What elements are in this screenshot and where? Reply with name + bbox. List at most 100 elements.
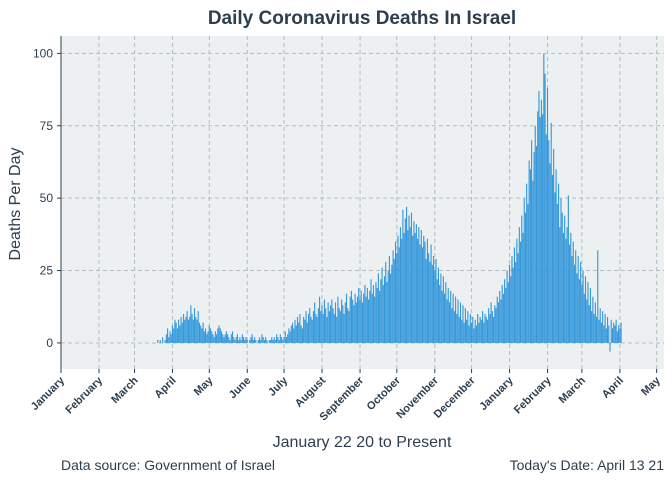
deaths-bar [533,151,535,343]
deaths-bar [205,328,207,343]
deaths-bar [206,334,208,343]
deaths-bar [311,319,313,343]
deaths-bar [462,305,464,343]
deaths-bar [423,235,425,343]
deaths-bar [586,299,588,343]
x-tick-label: July [266,374,291,399]
deaths-bar [305,311,307,343]
x-tick-label: March [557,374,589,406]
deaths-bar [355,302,357,343]
deaths-bar [508,264,511,343]
deaths-bar [496,296,498,343]
deaths-bar [168,337,170,343]
deaths-bar [167,328,169,343]
deaths-bar [515,261,517,343]
deaths-bar [479,316,481,343]
x-tick-label: April [152,375,178,401]
deaths-bar [518,227,520,343]
deaths-bar [331,299,333,343]
deaths-bar [219,328,221,343]
deaths-bar [281,337,283,343]
deaths-bar [538,91,540,343]
deaths-bar [482,311,484,343]
deaths-bar [553,148,555,343]
deaths-bar [490,302,492,343]
deaths-bar [450,290,452,343]
deaths-bar [203,331,205,343]
deaths-bar [501,285,503,343]
deaths-bar [595,316,598,343]
deaths-bar [477,313,479,343]
deaths-bar [263,340,265,343]
deaths-bar [342,305,344,343]
deaths-bar [611,328,614,343]
deaths-bar [277,337,279,343]
deaths-bar [468,325,470,343]
deaths-bar [347,308,349,343]
deaths-bar [368,299,370,343]
deaths-bar [282,340,284,343]
deaths-bar [445,282,447,343]
deaths-bar [344,302,346,343]
deaths-bar [392,250,394,343]
deaths-bar [327,302,329,343]
deaths-bar [159,340,161,343]
deaths-bar [591,311,593,343]
y-tick-label: 75 [40,119,54,133]
deaths-bar [181,322,183,343]
deaths-bar [236,334,238,343]
deaths-bar [326,316,328,343]
deaths-bar [369,290,371,343]
deaths-bar [387,270,389,343]
deaths-bar [469,313,471,343]
deaths-bar [428,253,430,343]
deaths-bar [550,122,552,343]
deaths-bar [613,322,615,343]
x-tick-label: April [600,375,626,401]
deaths-bar [157,340,159,343]
deaths-bar [233,337,235,343]
y-tick-label: 0 [46,336,53,350]
deaths-bar [360,290,362,343]
deaths-bar [314,302,316,343]
deaths-bar [398,247,400,343]
x-axis-title: January 22 20 to Present [273,434,452,451]
deaths-bar [529,169,531,343]
deaths-bar [198,322,201,343]
deaths-bar [580,261,582,343]
deaths-bar [569,244,571,343]
deaths-bar [385,261,387,343]
deaths-bar [377,273,379,343]
deaths-bar [252,340,254,343]
deaths-bar [610,319,612,343]
deaths-bar [451,308,453,343]
deaths-bar [330,305,332,343]
deaths-bar [209,328,212,343]
deaths-bar [571,256,573,343]
deaths-bar [440,273,442,343]
deaths-bar [238,340,240,343]
deaths-bar [250,337,252,343]
deaths-bar [383,276,386,343]
deaths-bar [229,340,231,343]
deaths-bar [491,311,493,343]
deaths-bar [494,305,496,343]
deaths-bar [193,308,196,343]
deaths-bar [556,203,558,343]
y-axis-title: Deaths Per Day [7,148,24,261]
deaths-bar [567,195,569,343]
deaths-bar [246,340,248,343]
deaths-bar [176,328,178,343]
deaths-bar [359,299,361,343]
deaths-bar [379,290,381,343]
deaths-bar [599,308,601,343]
deaths-bar [561,212,563,343]
deaths-bar [262,337,264,343]
deaths-bar [588,305,590,343]
deaths-bar [249,340,251,343]
deaths-bar [524,212,527,343]
deaths-bar [207,331,209,343]
deaths-bar [607,316,609,343]
x-tick-label: May [192,374,216,398]
